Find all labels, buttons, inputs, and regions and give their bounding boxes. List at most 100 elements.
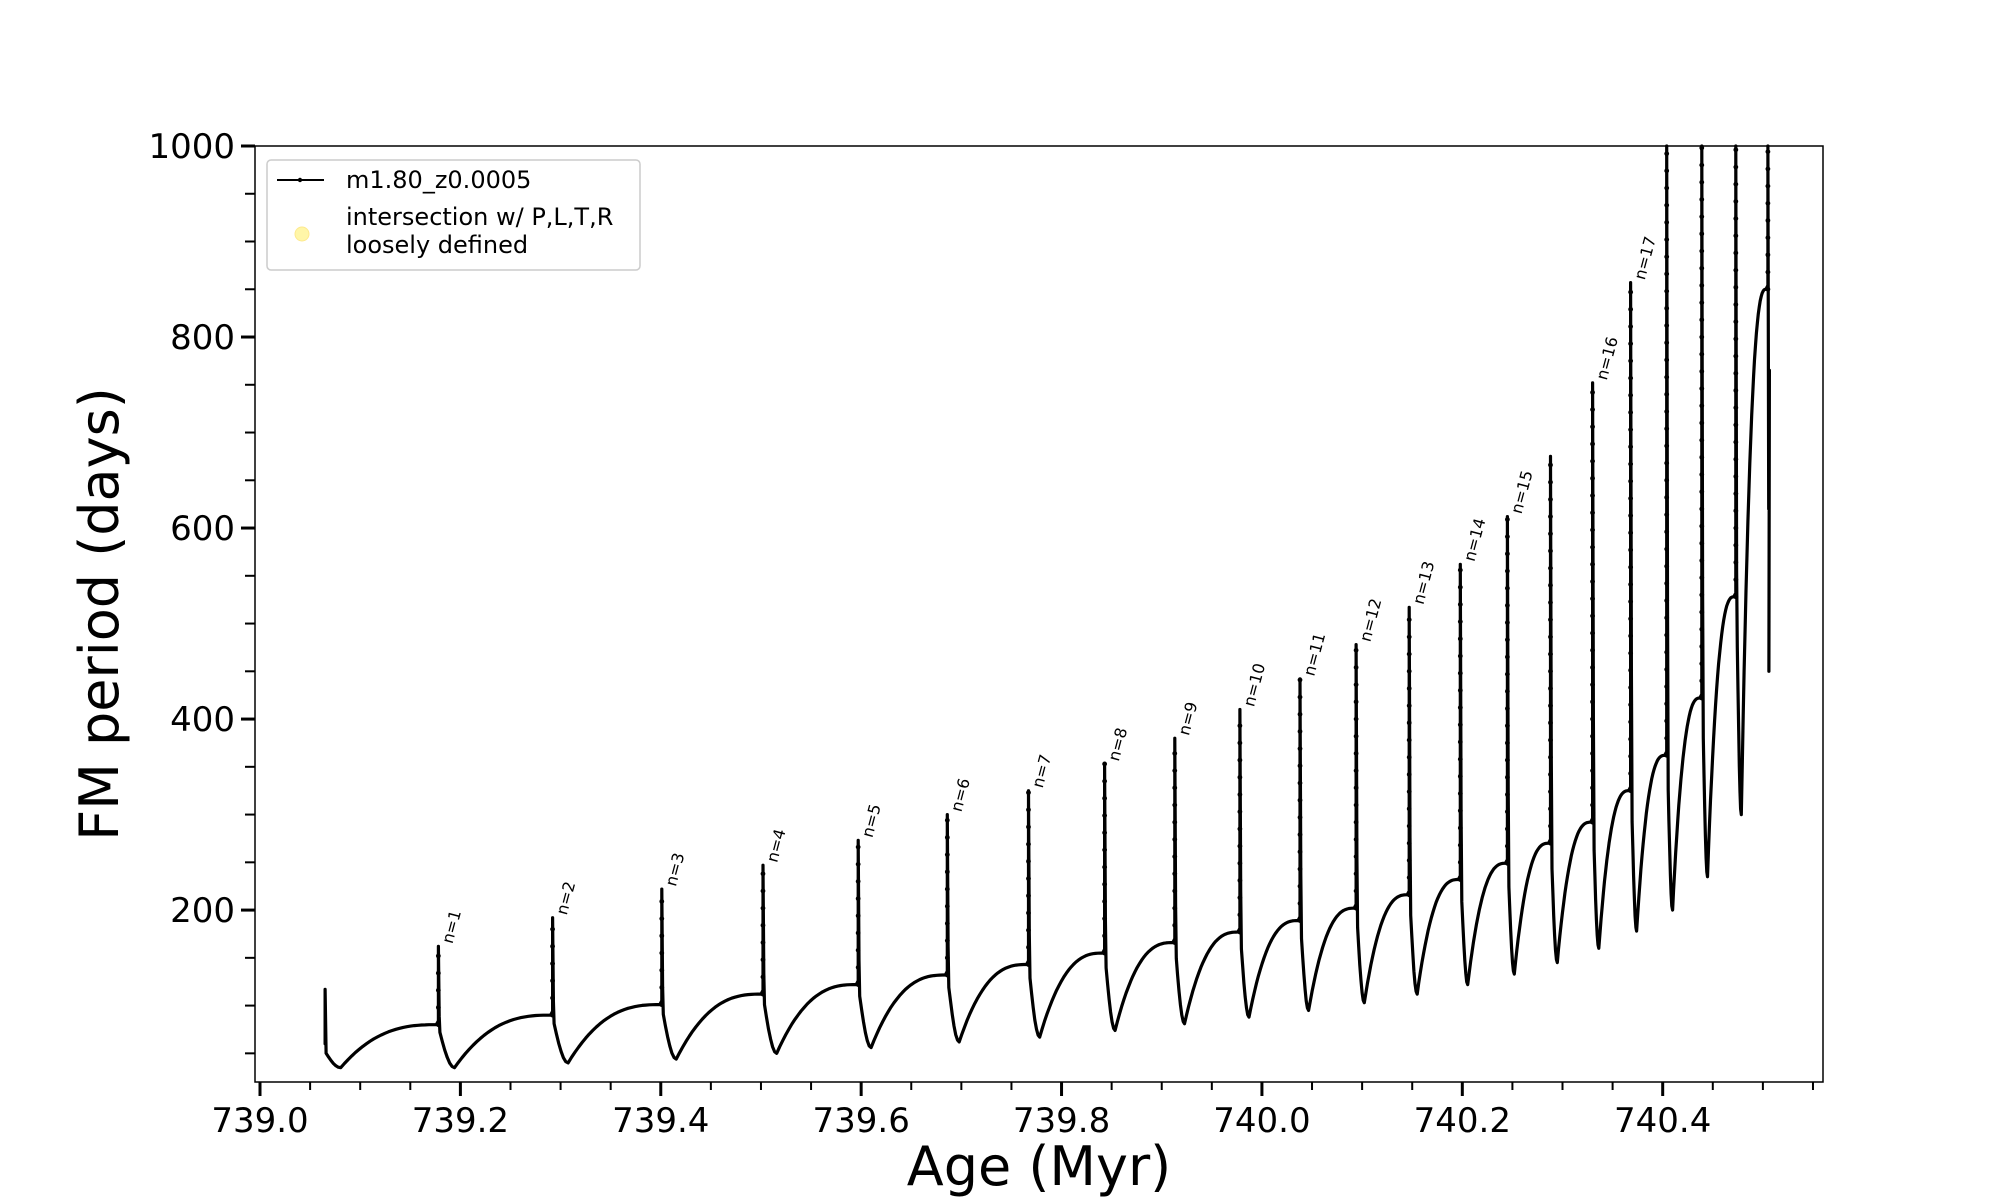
spike-sample-point (1765, 235, 1771, 241)
spike-sample-point (1548, 668, 1553, 674)
spike-sample-point (1297, 883, 1303, 889)
spike-sample-point (1172, 888, 1178, 894)
spike-sample-point (1297, 918, 1303, 923)
spike-sample-point (1237, 878, 1243, 883)
spike-sample-point (1664, 426, 1670, 432)
spike-sample-point (1548, 720, 1553, 726)
spike-sample-point (1590, 579, 1595, 584)
spike-sample-point (1628, 736, 1634, 742)
spike-sample-point (1548, 565, 1553, 571)
spike-sample-point (1765, 286, 1771, 292)
spike-sample-point (1457, 670, 1463, 676)
legend-label-intersection-line1: intersection w/ P,L,T,R (346, 203, 613, 231)
spike-sample-point (1664, 563, 1670, 569)
spike-sample-point (944, 869, 950, 875)
spike-sample-point (1590, 613, 1595, 619)
spike-sample-point (659, 933, 665, 939)
spike-sample-point (1664, 529, 1670, 535)
spike-sample-point (1353, 905, 1359, 911)
x-axis-label: Age (Myr) (907, 1135, 1172, 1198)
spike-sample-point (1664, 615, 1670, 621)
spike-sample-point (1237, 809, 1243, 815)
spike-sample-point (1172, 802, 1178, 808)
spike-sample-point (1628, 289, 1634, 295)
spike-sample-point (1664, 168, 1670, 174)
spike-sample-point (1504, 706, 1510, 711)
spike-sample-point (1664, 701, 1670, 707)
spike-sample-point (1353, 871, 1359, 877)
spike-sample-point (1457, 842, 1463, 848)
spike-sample-point (1406, 651, 1412, 657)
spike-sample-point (1590, 802, 1595, 808)
spike-sample-point (1353, 819, 1359, 825)
spike-sample-point (1457, 619, 1463, 625)
spike-sample-point (1590, 751, 1595, 756)
spike-sample-point (1026, 807, 1031, 813)
spike-sample-point (1733, 491, 1739, 497)
spike-sample-point (1628, 650, 1634, 656)
spike-sample-point (1548, 703, 1553, 709)
spike-sample-point (1457, 705, 1463, 710)
pulse-label-n15: n=15 (1507, 468, 1537, 515)
spike-sample-point (1699, 162, 1705, 168)
spike-sample-point (1733, 250, 1739, 256)
spike-sample-point (1699, 317, 1705, 323)
spike-sample-point (1548, 806, 1553, 812)
spike-sample-point (1664, 237, 1670, 243)
spike-sample-point (1297, 832, 1303, 838)
plot-area-frame (254, 145, 1824, 1083)
spike-sample-point (1504, 637, 1510, 643)
spike-sample-point (1504, 774, 1510, 780)
spike-sample-point (1504, 671, 1510, 677)
series-line-m1.80_z0.0005 (323, 144, 1771, 1070)
spike-sample-point (1353, 716, 1359, 722)
spike-sample-point (1026, 858, 1031, 864)
spike-sample-point (1237, 843, 1243, 849)
spike-sample-point (1026, 927, 1031, 933)
spike-sample-point (1628, 581, 1634, 587)
spike-sample-point (1406, 720, 1412, 726)
x-tick-label: 739.4 (612, 1101, 709, 1141)
spike-sample-point (1628, 633, 1634, 639)
spike-sample-point (1406, 806, 1412, 812)
spike-sample-point (1297, 746, 1303, 752)
spike-sample-point (1504, 792, 1510, 797)
spike-sample-point (1504, 860, 1510, 866)
spike-sample-point (1172, 819, 1178, 825)
legend-dot-marker (297, 177, 303, 183)
spike-sample-point (1590, 407, 1595, 413)
spike-sample-point (1664, 495, 1670, 500)
spike-sample-point (944, 852, 950, 858)
spike-sample-point (1699, 179, 1705, 185)
spike-sample-point (1733, 284, 1739, 290)
spike-sample-point (1699, 592, 1705, 598)
spike-sample-point (1765, 149, 1771, 155)
spike-sample-point (1548, 789, 1553, 795)
spike-sample-point (1172, 922, 1178, 928)
spike-sample-point (1406, 789, 1412, 795)
spike-sample-point (1765, 166, 1771, 172)
spike-sample-point (1628, 616, 1634, 622)
spike-sample-point (435, 953, 441, 959)
spike-sample-point (1628, 427, 1634, 433)
spike-sample-point (1548, 462, 1553, 468)
spike-sample-point (1590, 544, 1595, 550)
spike-sample-point (1102, 864, 1108, 870)
spike-sample-point (550, 926, 555, 932)
spike-sample-point (1172, 940, 1178, 945)
spike-sample-point (1504, 723, 1510, 729)
spike-sample-point (1102, 933, 1108, 939)
spike-sample-point (1664, 718, 1670, 724)
spike-sample-point (1548, 772, 1553, 777)
spike-sample-point (1504, 603, 1510, 608)
spike-sample-point (1590, 390, 1595, 395)
x-tick-label: 739.8 (1013, 1101, 1110, 1141)
spike-sample-point (1765, 200, 1771, 206)
spike-sample-point (1026, 962, 1031, 967)
spike-sample-point (1664, 288, 1670, 294)
spike-sample-point (1548, 582, 1553, 588)
spike-sample-point (1457, 859, 1463, 865)
spike-sample-point (1628, 324, 1634, 329)
spike-sample-point (1172, 751, 1178, 756)
spike-sample-point (1699, 351, 1705, 357)
